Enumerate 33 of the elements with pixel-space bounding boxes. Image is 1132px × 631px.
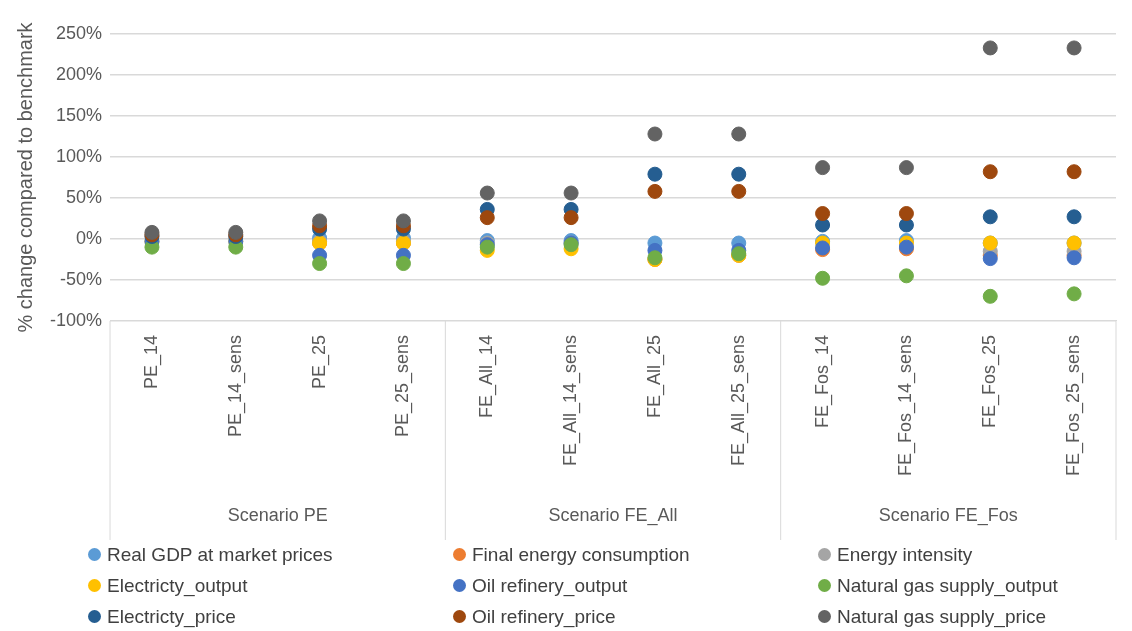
legend-label: Oil refinery_output xyxy=(472,574,628,597)
y-tick-label: 250% xyxy=(55,22,103,43)
legend-label: Electricty_output xyxy=(107,574,248,597)
x-tick-label: FE_Fos_14 xyxy=(811,334,833,428)
x-tick-label: PE_14_sens xyxy=(224,334,246,437)
y-axis-title: % change compared to benchmark xyxy=(13,21,36,333)
y-tick-label: -100% xyxy=(50,309,103,330)
x-tick-label: FE_All_25_sens xyxy=(727,334,749,467)
x-tick-label: FE_All_14_sens xyxy=(560,334,582,467)
x-tick-label: PE_25 xyxy=(308,334,330,389)
x-tick-label: FE_Fos_25_sens xyxy=(1063,334,1085,477)
y-tick-label: 100% xyxy=(55,145,103,166)
legend-label: Electricty_price xyxy=(107,605,236,628)
x-tick-label: FE_All_14 xyxy=(476,334,498,418)
legend-label: Real GDP at market prices xyxy=(107,543,333,566)
x-tick-label: FE_Fos_14_sens xyxy=(895,334,917,477)
y-tick-label: 0% xyxy=(76,227,103,248)
legend-label: Natural gas supply_price xyxy=(837,605,1047,628)
x-tick-label: PE_14 xyxy=(140,334,162,389)
x-tick-label: FE_All_25 xyxy=(643,334,665,418)
y-tick-label: 50% xyxy=(66,186,103,207)
text: Scenario FE_Fos xyxy=(878,504,1018,526)
legend-label: Oil refinery_price xyxy=(472,605,616,628)
y-tick-label: 150% xyxy=(55,104,103,125)
text: Scenario FE_All xyxy=(548,504,678,526)
x-tick-label: PE_25_sens xyxy=(392,334,414,437)
y-tick-label: -50% xyxy=(60,268,103,289)
legend-label: Energy intensity xyxy=(837,543,973,566)
y-tick-label: 200% xyxy=(55,63,103,84)
legend-label: Natural gas supply_output xyxy=(837,574,1058,597)
x-tick-label: FE_Fos_25 xyxy=(979,334,1001,428)
text: Scenario PE xyxy=(227,504,328,525)
legend-label: Final energy consumption xyxy=(472,543,690,566)
